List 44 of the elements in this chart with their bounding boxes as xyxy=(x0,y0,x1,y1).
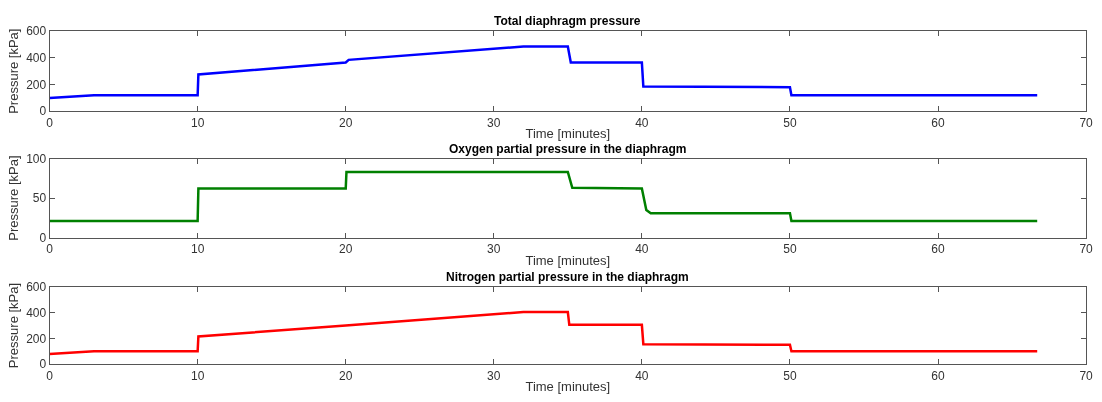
y-tick-label: 600 xyxy=(26,280,47,295)
y-tick-label: 0 xyxy=(39,104,47,119)
x-tick-label: 50 xyxy=(783,368,797,383)
x-tick-label: 40 xyxy=(635,242,649,257)
x-tick-label: 30 xyxy=(487,242,501,257)
line-series xyxy=(49,170,1039,223)
x-tick-label: 60 xyxy=(931,242,946,257)
x-tick-label: 70 xyxy=(1079,242,1094,257)
y-tick-label: 400 xyxy=(26,51,47,66)
y-tick-label: 100 xyxy=(26,151,47,166)
chart-title: Total diaphragm pressure xyxy=(494,14,641,28)
y-tick-label: 200 xyxy=(26,77,47,92)
line-series xyxy=(49,310,1039,356)
y-axis-title: Pressure [kPa] xyxy=(6,282,22,369)
y-tick-label: 50 xyxy=(32,191,47,206)
x-axis-title: Time [minutes] xyxy=(525,252,611,268)
y-tick-label: 200 xyxy=(26,331,47,346)
x-tick-label: 70 xyxy=(1079,115,1094,130)
x-tick-label: 60 xyxy=(931,368,946,383)
x-axis-title: Time [minutes] xyxy=(525,126,611,142)
y-tick-label: 600 xyxy=(26,24,47,39)
x-tick-label: 10 xyxy=(190,368,205,383)
line-series xyxy=(49,45,1039,100)
x-tick-label: 20 xyxy=(339,115,353,130)
x-tick-label: 10 xyxy=(190,242,205,257)
x-tick-label: 50 xyxy=(783,242,797,257)
x-tick-label: 40 xyxy=(635,368,649,383)
x-tick-label: 20 xyxy=(339,368,353,383)
x-tick-label: 60 xyxy=(931,115,946,130)
chart-title: Oxygen partial pressure in the diaphragm xyxy=(449,142,687,156)
x-tick-label: 50 xyxy=(783,115,797,130)
x-tick-label: 70 xyxy=(1079,368,1094,383)
x-tick-label: 40 xyxy=(635,115,649,130)
y-tick-label: 0 xyxy=(39,230,47,245)
y-tick-label: 0 xyxy=(39,357,47,372)
y-axis-title: Pressure [kPa] xyxy=(6,155,22,241)
x-tick-label: 10 xyxy=(190,115,205,130)
x-tick-label: 20 xyxy=(339,242,353,257)
x-tick-label: 30 xyxy=(487,115,501,130)
y-tick-label: 400 xyxy=(26,305,47,320)
x-axis-title: Time [minutes] xyxy=(525,379,611,395)
chart-title: Nitrogen partial pressure in the diaphragm xyxy=(446,270,689,284)
x-tick-label: 30 xyxy=(487,368,501,383)
y-axis-title: Pressure [kPa] xyxy=(6,28,22,114)
